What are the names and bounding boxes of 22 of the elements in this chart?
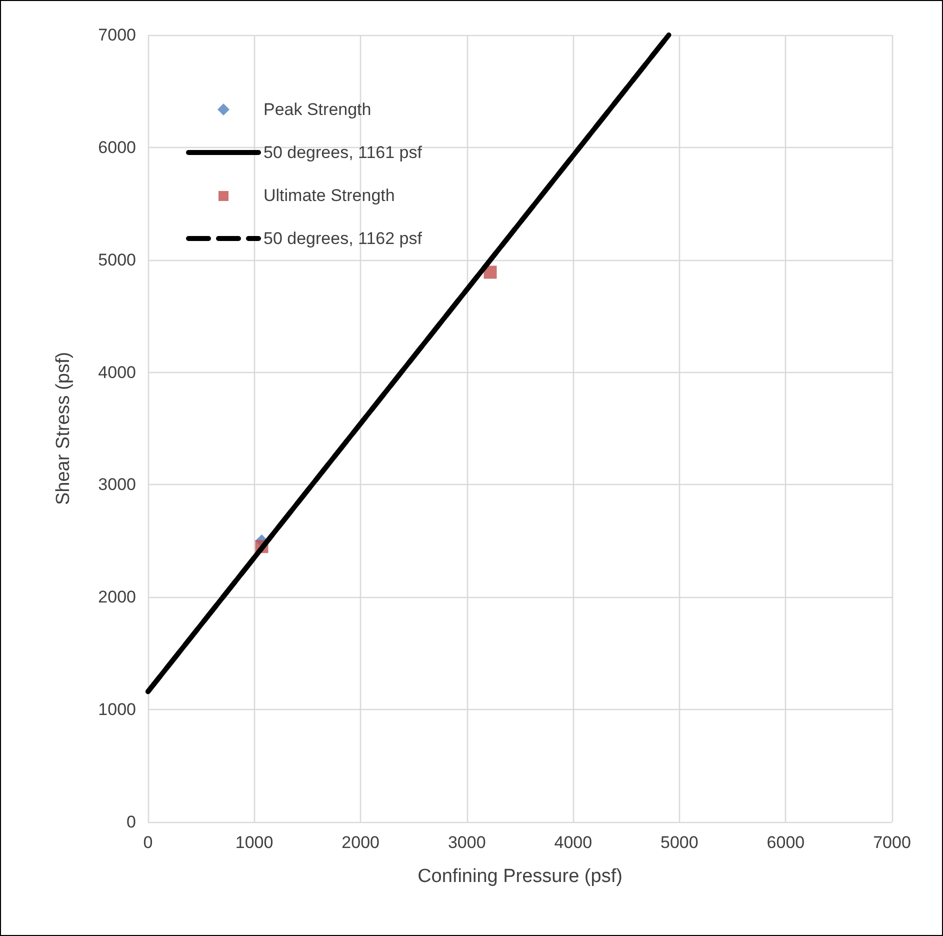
x-axis-title: Confining Pressure (psf) — [418, 866, 622, 887]
x-tick-label: 3000 — [448, 833, 486, 852]
y-tick-label: 0 — [126, 812, 136, 832]
y-tick-label: 3000 — [98, 475, 136, 494]
y-axis-title: Shear Stress (psf) — [53, 352, 74, 506]
x-tick-label: 1000 — [235, 833, 274, 852]
x-tick-label: 7000 — [873, 833, 911, 852]
legend-label: Ultimate Strength — [264, 186, 395, 205]
y-tick-label: 4000 — [98, 362, 136, 382]
x-tick-label: 6000 — [766, 833, 805, 852]
y-tick-label: 1000 — [98, 700, 136, 720]
legend-label: 50 degrees, 1161 psf — [264, 143, 422, 162]
y-tick-label: 2000 — [98, 588, 136, 607]
y-tick-label: 6000 — [98, 138, 136, 157]
x-tick-label: 2000 — [342, 833, 380, 852]
x-tick-label: 5000 — [660, 833, 698, 852]
legend-label: Peak Strength — [264, 100, 372, 119]
legend-label: 50 degrees, 1162 psf — [264, 229, 422, 248]
x-tick-label: 4000 — [554, 833, 592, 852]
y-tick-label: 5000 — [98, 250, 136, 270]
y-tick-label: 7000 — [98, 26, 136, 44]
x-tick-label: 0 — [143, 833, 153, 852]
